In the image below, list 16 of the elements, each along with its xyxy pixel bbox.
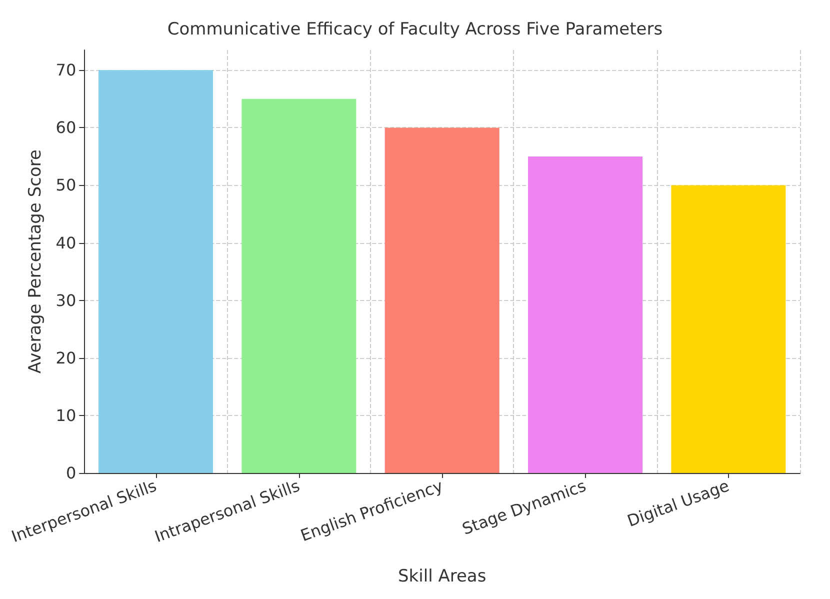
- y-tick-label: 30: [56, 290, 76, 310]
- y-axis-title: Average Percentage Score: [26, 150, 46, 374]
- y-tick-label: 40: [56, 233, 76, 252]
- bar: [98, 70, 214, 473]
- y-tick-label: 0: [66, 464, 76, 482]
- y-tick-label: 50: [56, 176, 76, 195]
- x-axis-title: Skill Areas: [398, 566, 486, 586]
- y-tick-label: 60: [56, 118, 76, 138]
- bar: [242, 98, 356, 473]
- y-tick-label: 70: [56, 60, 76, 80]
- bar: [528, 156, 643, 473]
- bar: [671, 185, 786, 473]
- y-tick-label: 20: [56, 348, 76, 368]
- y-tick-label: 10: [56, 406, 76, 425]
- bar: [384, 128, 500, 473]
- chart-title: Communicative Efficacy of Faculty Across Five Parameters: [167, 20, 663, 40]
